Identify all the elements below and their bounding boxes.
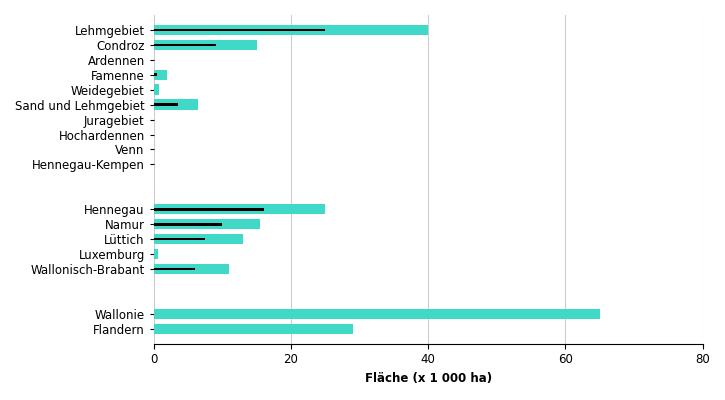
Bar (154, 84, 160, 95)
Bar (154, 28, 326, 31)
X-axis label: Fläche (x 1 000 ha): Fläche (x 1 000 ha) (365, 372, 492, 385)
Bar (154, 249, 158, 259)
Bar (154, 40, 257, 50)
Bar (154, 100, 199, 110)
Bar (154, 223, 223, 226)
Bar (154, 324, 353, 334)
Bar (154, 264, 229, 274)
Bar (154, 25, 428, 35)
Bar (154, 74, 157, 76)
Bar (154, 70, 167, 80)
Bar (154, 208, 264, 210)
Bar (154, 204, 326, 214)
Bar (154, 309, 600, 319)
Bar (154, 268, 195, 270)
Bar (154, 234, 243, 244)
Bar (154, 238, 205, 240)
Bar (154, 103, 178, 106)
Bar (154, 44, 215, 46)
Bar (154, 219, 260, 230)
